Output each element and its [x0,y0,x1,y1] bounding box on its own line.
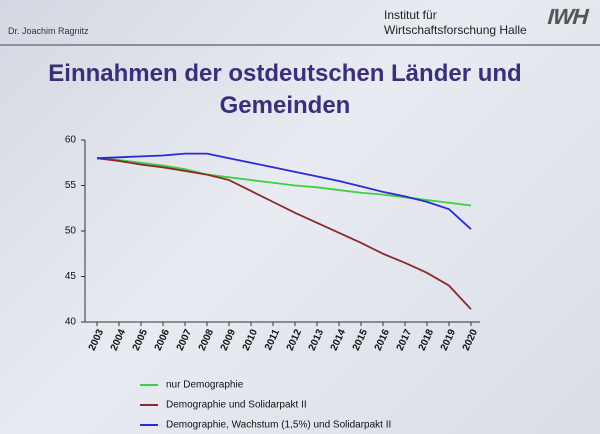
series-line [96,157,472,310]
x-tick-label: 2015 [351,327,371,352]
y-tick-label: 60 [65,135,77,146]
series-line [96,152,472,230]
x-tick-label: 2016 [373,327,393,352]
x-tick-label: 2019 [439,327,459,352]
legend-label: Demographie und Solidarpakt II [166,400,307,411]
x-tick-label: 2008 [197,327,217,352]
y-tick-label: 50 [65,226,77,237]
header-rule [0,44,600,46]
x-tick-label: 2007 [175,327,195,352]
x-tick-label: 2011 [263,327,282,352]
x-tick-label: 2018 [417,327,437,352]
y-tick-label: 45 [65,271,77,282]
institute-line: Wirtschaftsforschung Halle [384,23,527,37]
y-tick-label: 40 [65,317,77,328]
x-tick-label: 2003 [87,327,107,352]
institute: Institut für Wirtschaftsforschung Halle [384,8,527,38]
x-tick-label: 2006 [153,327,173,352]
institute-line: Institut für [384,8,437,22]
x-tick-label: 2017 [395,327,415,352]
y-tick-label: 55 [65,180,77,191]
x-tick-label: 2020 [461,327,481,352]
x-tick-label: 2010 [241,327,261,352]
author: Dr. Joachim Ragnitz [8,26,89,36]
legend-label: nur Demographie [166,380,244,391]
x-tick-label: 2005 [131,327,151,352]
x-tick-label: 2013 [307,327,327,352]
x-tick-label: 2009 [219,327,239,352]
x-tick-label: 2012 [285,327,305,352]
chart-title: Einnahmen der ostdeutschen Länder und Ge… [48,60,522,119]
x-tick-label: 2004 [109,327,129,352]
legend-label: Demographie, Wachstum (1,5%) und Solidar… [166,420,391,431]
x-tick-label: 2014 [329,327,349,352]
